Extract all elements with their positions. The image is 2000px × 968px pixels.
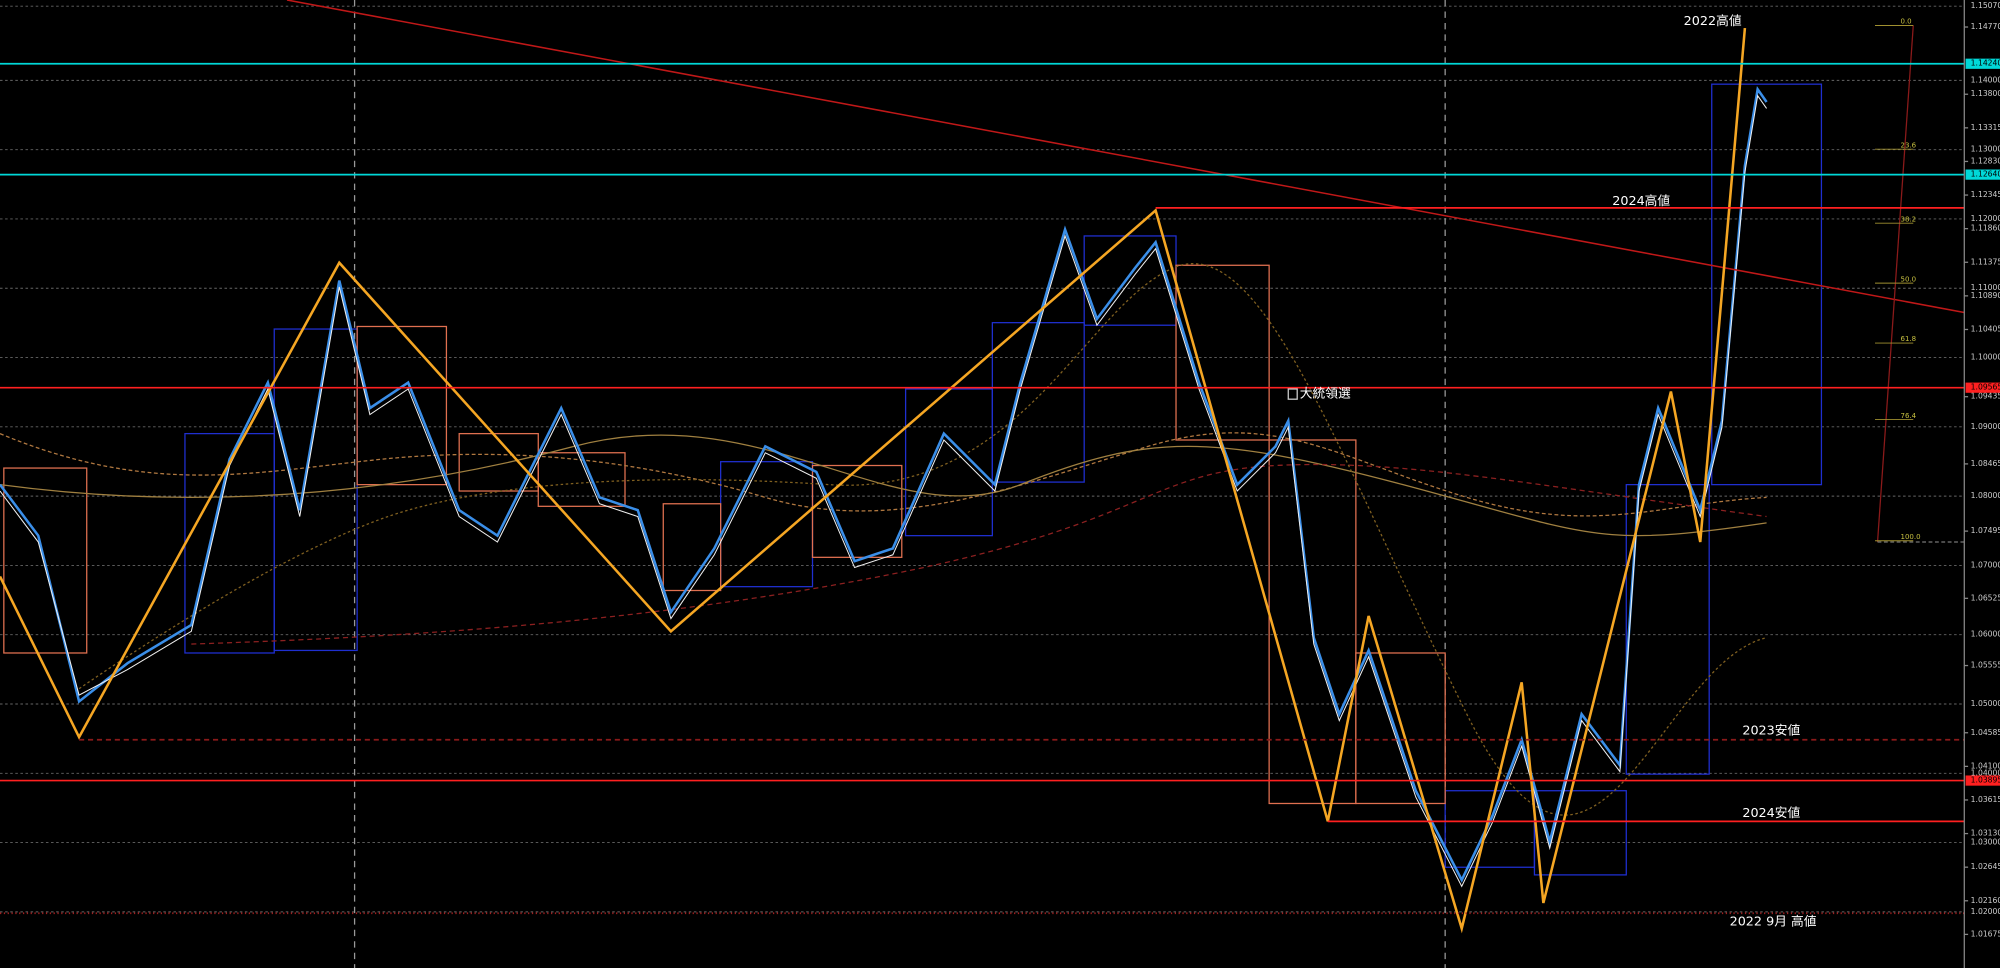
price-highlight [1965,775,2000,786]
trendline [286,0,1965,314]
fib-label: 100.0 [1901,532,1921,541]
annotation: 2024安値 [1742,805,1800,821]
levels [0,62,1965,915]
price-axis [1964,0,2000,968]
fib-label: 38.2 [1901,214,1917,223]
price-label: 1.15070 [1971,1,2000,10]
price-label: 1.05000 [1971,699,2000,708]
price-label: 1.11860 [1971,224,2000,233]
fib-label: 61.8 [1901,334,1917,343]
price-label: 1.11375 [1971,257,2000,266]
moving-averages [0,263,1767,816]
price-path [0,85,1768,883]
annotation: 2022高値 [1684,13,1742,29]
price-label: 1.14770 [1971,22,2000,31]
price-label: 1.05555 [1971,661,2000,670]
price-label: 1.02000 [1971,907,2000,916]
annotation: 2024高値 [1612,193,1670,209]
price-label: 1.03000 [1971,838,2000,847]
price-label: 1.03130 [1971,829,2000,838]
price-label: 1.12000 [1971,214,2000,223]
level-label: 1.12640 [1971,170,2000,179]
price-label: 1.07000 [1971,560,2000,569]
price-label: 1.04100 [1971,761,2000,770]
price-label: 1.09000 [1971,422,2000,431]
level-label: 1.03895 [1971,776,2000,785]
price-label: 1.11000 [1971,283,2000,292]
price-label: 1.08000 [1971,491,2000,500]
price-label: 1.10000 [1971,353,2000,362]
price-label: 1.02645 [1971,862,2000,871]
price-highlight [1965,58,2000,69]
price-label: 1.13315 [1971,123,2000,132]
level-label: 1.14240 [1971,59,2000,68]
zigzag [0,27,1747,934]
price-label: 1.03615 [1971,795,2000,804]
price-label: 1.13000 [1971,145,2000,154]
fibonacci-levels: 0.0 23.6 38.2 50.0 61.8 76.4 100.0 [1875,17,1921,542]
price-label: 1.12345 [1971,190,2000,199]
price-label: 1.01675 [1971,929,2000,938]
fib-label: 76.4 [1901,411,1917,420]
event-icon [1287,388,1298,400]
price-label: 1.02160 [1971,896,2000,905]
price-label: 1.10890 [1971,291,2000,300]
fib-label: 23.6 [1901,140,1917,149]
price-axis-labels: 1.15070 1.14000 1.13000 1.12000 1.11000 1.100… [1964,1,2000,938]
price-label: 1.12830 [1971,156,2000,165]
fib-label: 50.0 [1901,274,1917,283]
price-label: 1.04585 [1971,728,2000,737]
price-label: 1.07495 [1971,526,2000,535]
price-label: 1.06000 [1971,630,2000,639]
annotation: 2022 9月 高値 [1730,914,1817,930]
price-path-highlight [0,94,1767,888]
price-label: 1.14000 [1971,75,2000,84]
price-label: 1.09435 [1971,392,2000,401]
price-label: 1.04000 [1971,768,2000,777]
price-label: 1.08465 [1971,459,2000,468]
price-label: 1.13800 [1971,89,2000,98]
price-label: 1.10405 [1971,324,2000,333]
price-highlight [1965,382,2000,393]
price-highlight [1965,169,2000,180]
salmon-boxes [3,264,1446,805]
annotation: 2023安値 [1742,722,1800,738]
level-label: 1.09565 [1971,383,2000,392]
fib-label: 0.0 [1901,17,1912,26]
grid [0,5,1965,913]
annotation: 大統領選 [1300,386,1351,402]
price-label: 1.06525 [1971,593,2000,602]
fibonacci-line [1876,25,1914,543]
